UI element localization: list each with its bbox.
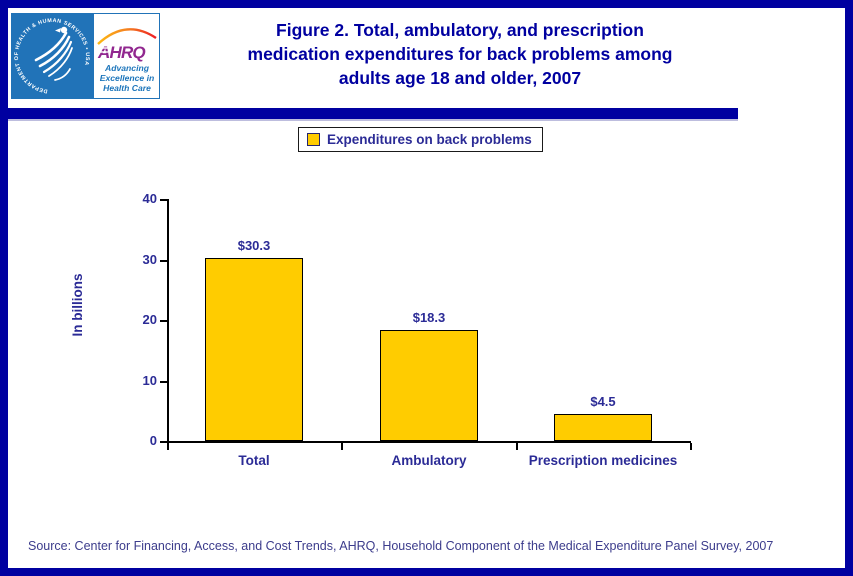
- figure-title-line3: adults age 18 and older, 2007: [338, 68, 582, 88]
- bar-chart-area: In billions 0 10 20 30 40 $30.3 Total $18.3 Ambu…: [8, 8, 845, 568]
- bar-value-label: $4.5: [590, 394, 616, 409]
- ahrq-speedlines-icon: [96, 47, 110, 53]
- y-axis-tick-label: 0: [149, 433, 157, 448]
- bar-value-label: $30.3: [237, 238, 271, 253]
- y-axis-line: [167, 199, 169, 443]
- ahrq-logo: AHRQ Advancing Excellence in Health Care: [93, 13, 160, 99]
- legend-swatch-icon: [307, 133, 320, 146]
- category-label: Ambulatory: [391, 453, 467, 468]
- source-note: Source: Center for Financing, Access, an…: [28, 539, 774, 553]
- figure-title: Figure 2. Total, ambulatory, and prescri…: [170, 18, 750, 90]
- svg-text:Health Care: Health Care: [103, 83, 151, 93]
- bar-total: [205, 258, 303, 441]
- y-axis-tick-label: 40: [142, 191, 157, 206]
- x-axis-line: [167, 441, 691, 443]
- category-label: Prescription medicines: [528, 453, 678, 468]
- bar-value-label: $18.3: [412, 310, 446, 325]
- category-label: Total: [238, 453, 270, 468]
- svg-text:Excellence in: Excellence in: [100, 73, 154, 83]
- svg-text:Advancing: Advancing: [104, 63, 150, 73]
- legend-box: Expenditures on back problems: [298, 127, 543, 152]
- legend-label: Expenditures on back problems: [327, 132, 532, 147]
- bar-ambulatory: [380, 330, 478, 441]
- y-axis-tick: [160, 441, 167, 443]
- ahrq-tagline: Advancing Excellence in Health Care: [100, 63, 154, 93]
- y-axis-tick-label: 30: [142, 252, 157, 267]
- agency-logo-block: DEPARTMENT OF HEALTH & HUMAN SERVICES • …: [11, 13, 160, 99]
- ahrq-arc-icon: [97, 28, 157, 45]
- x-axis-tick: [341, 443, 343, 450]
- x-axis-tick: [167, 443, 169, 450]
- y-axis-title: In billions: [70, 273, 85, 337]
- figure-title-line2: medication expenditures for back problem…: [247, 44, 673, 64]
- bar-prescription-medicines: [554, 414, 652, 441]
- figure-title-line1: Figure 2. Total, ambulatory, and prescri…: [276, 20, 644, 40]
- y-axis-tick: [160, 199, 167, 201]
- y-axis-tick: [160, 381, 167, 383]
- x-axis-tick: [516, 443, 518, 450]
- y-axis-tick: [160, 320, 167, 322]
- y-axis-tick-label: 20: [142, 312, 157, 327]
- x-axis-tick: [690, 443, 692, 450]
- header-divider-bar: [8, 108, 738, 121]
- y-axis-tick-label: 10: [142, 373, 157, 388]
- hhs-eagle-icon: [34, 26, 73, 81]
- hhs-logo: DEPARTMENT OF HEALTH & HUMAN SERVICES • …: [11, 13, 93, 99]
- y-axis-tick: [160, 260, 167, 262]
